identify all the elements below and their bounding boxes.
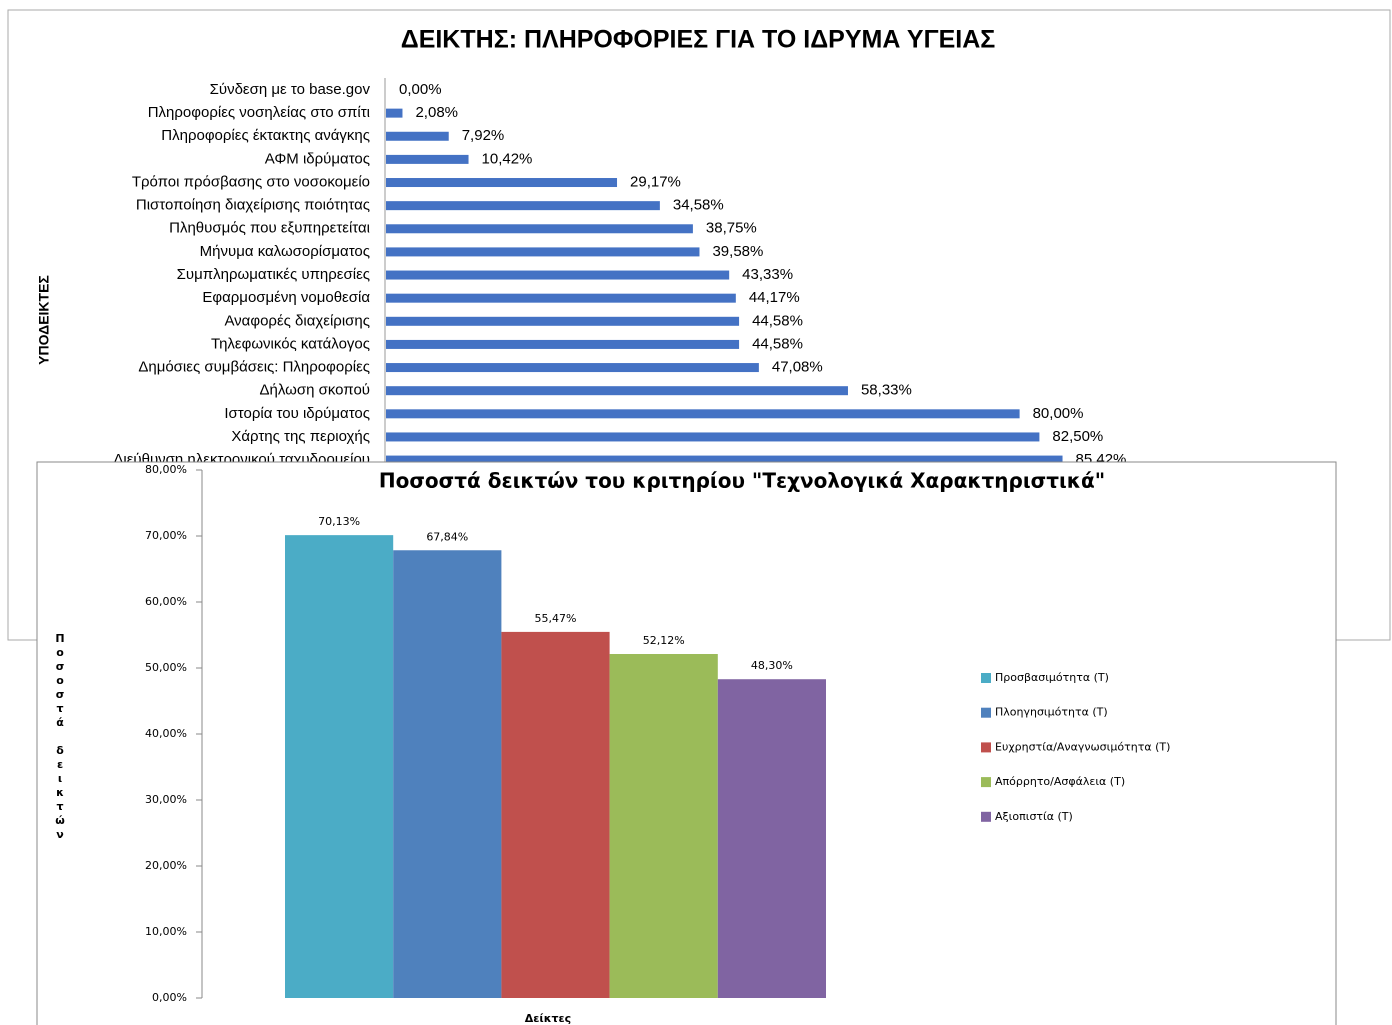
legend-label: Αξιοπιστία (Τ)	[995, 810, 1073, 823]
bar	[285, 535, 394, 998]
data-label: 2,08%	[415, 104, 458, 121]
data-label: 7,92%	[462, 127, 505, 144]
bar	[386, 363, 759, 373]
y-axis-title: ΥΠΟΔΕΙΚΤΕΣ	[36, 275, 52, 365]
legend-swatch	[981, 742, 991, 753]
bar	[386, 316, 740, 326]
data-label: 44,17%	[749, 289, 800, 306]
data-label: 29,17%	[630, 173, 681, 190]
legend-swatch	[981, 707, 991, 718]
bar	[386, 178, 618, 188]
y-tick-label: Συμπληρωματικές υπηρεσίες	[177, 266, 370, 283]
y-tick-label: 40,00%	[145, 727, 187, 740]
data-label: 52,12%	[643, 634, 685, 647]
data-label: 82,50%	[1052, 428, 1103, 445]
bar	[501, 631, 610, 998]
bar	[386, 247, 700, 257]
y-tick-label: 30,00%	[145, 793, 187, 806]
legend-label: Προσβασιμότητα (Τ)	[995, 671, 1109, 684]
data-label: 0,00%	[399, 81, 442, 98]
bar	[386, 293, 736, 303]
bar	[386, 131, 449, 141]
y-tick-label: Δήλωση σκοπού	[259, 382, 370, 399]
y-tick-label: 60,00%	[145, 595, 187, 608]
y-tick-label: Σύνδεση με το base.gov	[210, 81, 371, 98]
chart-title: ΔΕΙΚΤΗΣ: ΠΛΗΡΟΦΟΡΙΕΣ ΓΙΑ ΤΟ ΙΔΡΥΜΑ ΥΓΕΙΑ…	[401, 26, 996, 54]
y-tick-label: Τρόποι πρόσβασης στο νοσοκομείο	[132, 173, 370, 190]
data-label: 38,75%	[706, 220, 757, 237]
bar	[386, 224, 693, 234]
y-tick-label: Πληροφορίες έκτακτης ανάγκης	[161, 127, 370, 144]
y-tick-label: 10,00%	[145, 925, 187, 938]
data-label: 70,13%	[318, 515, 360, 528]
data-label: 44,58%	[752, 335, 803, 352]
y-tick-label: Τηλεφωνικός κατάλογος	[211, 335, 370, 352]
legend-label: Απόρρητο/Ασφάλεια (Τ)	[995, 775, 1125, 788]
bar	[717, 679, 826, 998]
y-tick-label: Χάρτης της περιοχής	[231, 428, 370, 445]
bar	[386, 339, 740, 349]
y-tick-label: Πληροφορίες νοσηλείας στο σπίτι	[148, 104, 370, 121]
y-tick-label: 0,00%	[152, 991, 187, 1004]
data-label: 55,47%	[535, 612, 577, 625]
data-label: 58,33%	[861, 382, 912, 399]
y-tick-label: Μήνυμα καλωσορίσματος	[200, 243, 370, 260]
y-tick-label: Δημόσιες συμβάσεις: Πληροφορίες	[138, 359, 370, 376]
y-tick-label: 50,00%	[145, 661, 187, 674]
bar	[386, 270, 730, 280]
legend-swatch	[981, 811, 991, 822]
legend-label: Πλοηγησιμότητα (Τ)	[995, 706, 1108, 719]
y-tick-label: Εφαρμοσμένη νομοθεσία	[202, 289, 370, 306]
data-label: 39,58%	[712, 243, 763, 260]
y-axis-title: Ποσοστά δεικτών	[54, 632, 67, 842]
legend-swatch	[981, 777, 991, 788]
data-label: 48,30%	[751, 659, 793, 672]
data-label: 43,33%	[742, 266, 793, 283]
bar	[386, 455, 1063, 465]
bar	[386, 409, 1020, 419]
x-axis-title: Δείκτες	[525, 1012, 571, 1025]
y-tick-label: 20,00%	[145, 859, 187, 872]
y-tick-label: Ιστορία του ιδρύματος	[224, 405, 370, 422]
data-label: 44,58%	[752, 312, 803, 329]
data-label: 80,00%	[1033, 405, 1084, 422]
data-label: 47,08%	[772, 359, 823, 376]
bar	[386, 432, 1040, 442]
y-tick-label: 70,00%	[145, 529, 187, 542]
bar	[609, 654, 718, 998]
y-tick-label: 80,00%	[145, 463, 187, 476]
y-tick-label: Αναφορές διαχείρισης	[224, 312, 370, 329]
bar	[386, 154, 469, 164]
y-tick-label: ΑΦΜ ιδρύματος	[265, 150, 370, 167]
legend-label: Ευχρηστία/Αναγνωσιμότητα (Τ)	[995, 740, 1170, 753]
chart-title: Ποσοστά δεικτών του κριτηρίου "Τεχνολογι…	[379, 469, 1105, 493]
data-label: 34,58%	[673, 197, 724, 214]
data-label: 67,84%	[426, 530, 468, 543]
y-tick-label: Πληθυσμός που εξυπηρετείται	[169, 220, 370, 237]
data-label: 10,42%	[482, 150, 533, 167]
bar	[386, 201, 660, 211]
bar	[386, 386, 848, 396]
chart-2: Ποσοστά δεικτών του κριτηρίου "Τεχνολογι…	[36, 461, 1337, 1025]
y-tick-label: Πιστοποίηση διαχείρισης ποιότητας	[136, 197, 370, 214]
bar	[393, 550, 502, 998]
legend-swatch	[981, 673, 991, 683]
bar	[386, 108, 403, 118]
